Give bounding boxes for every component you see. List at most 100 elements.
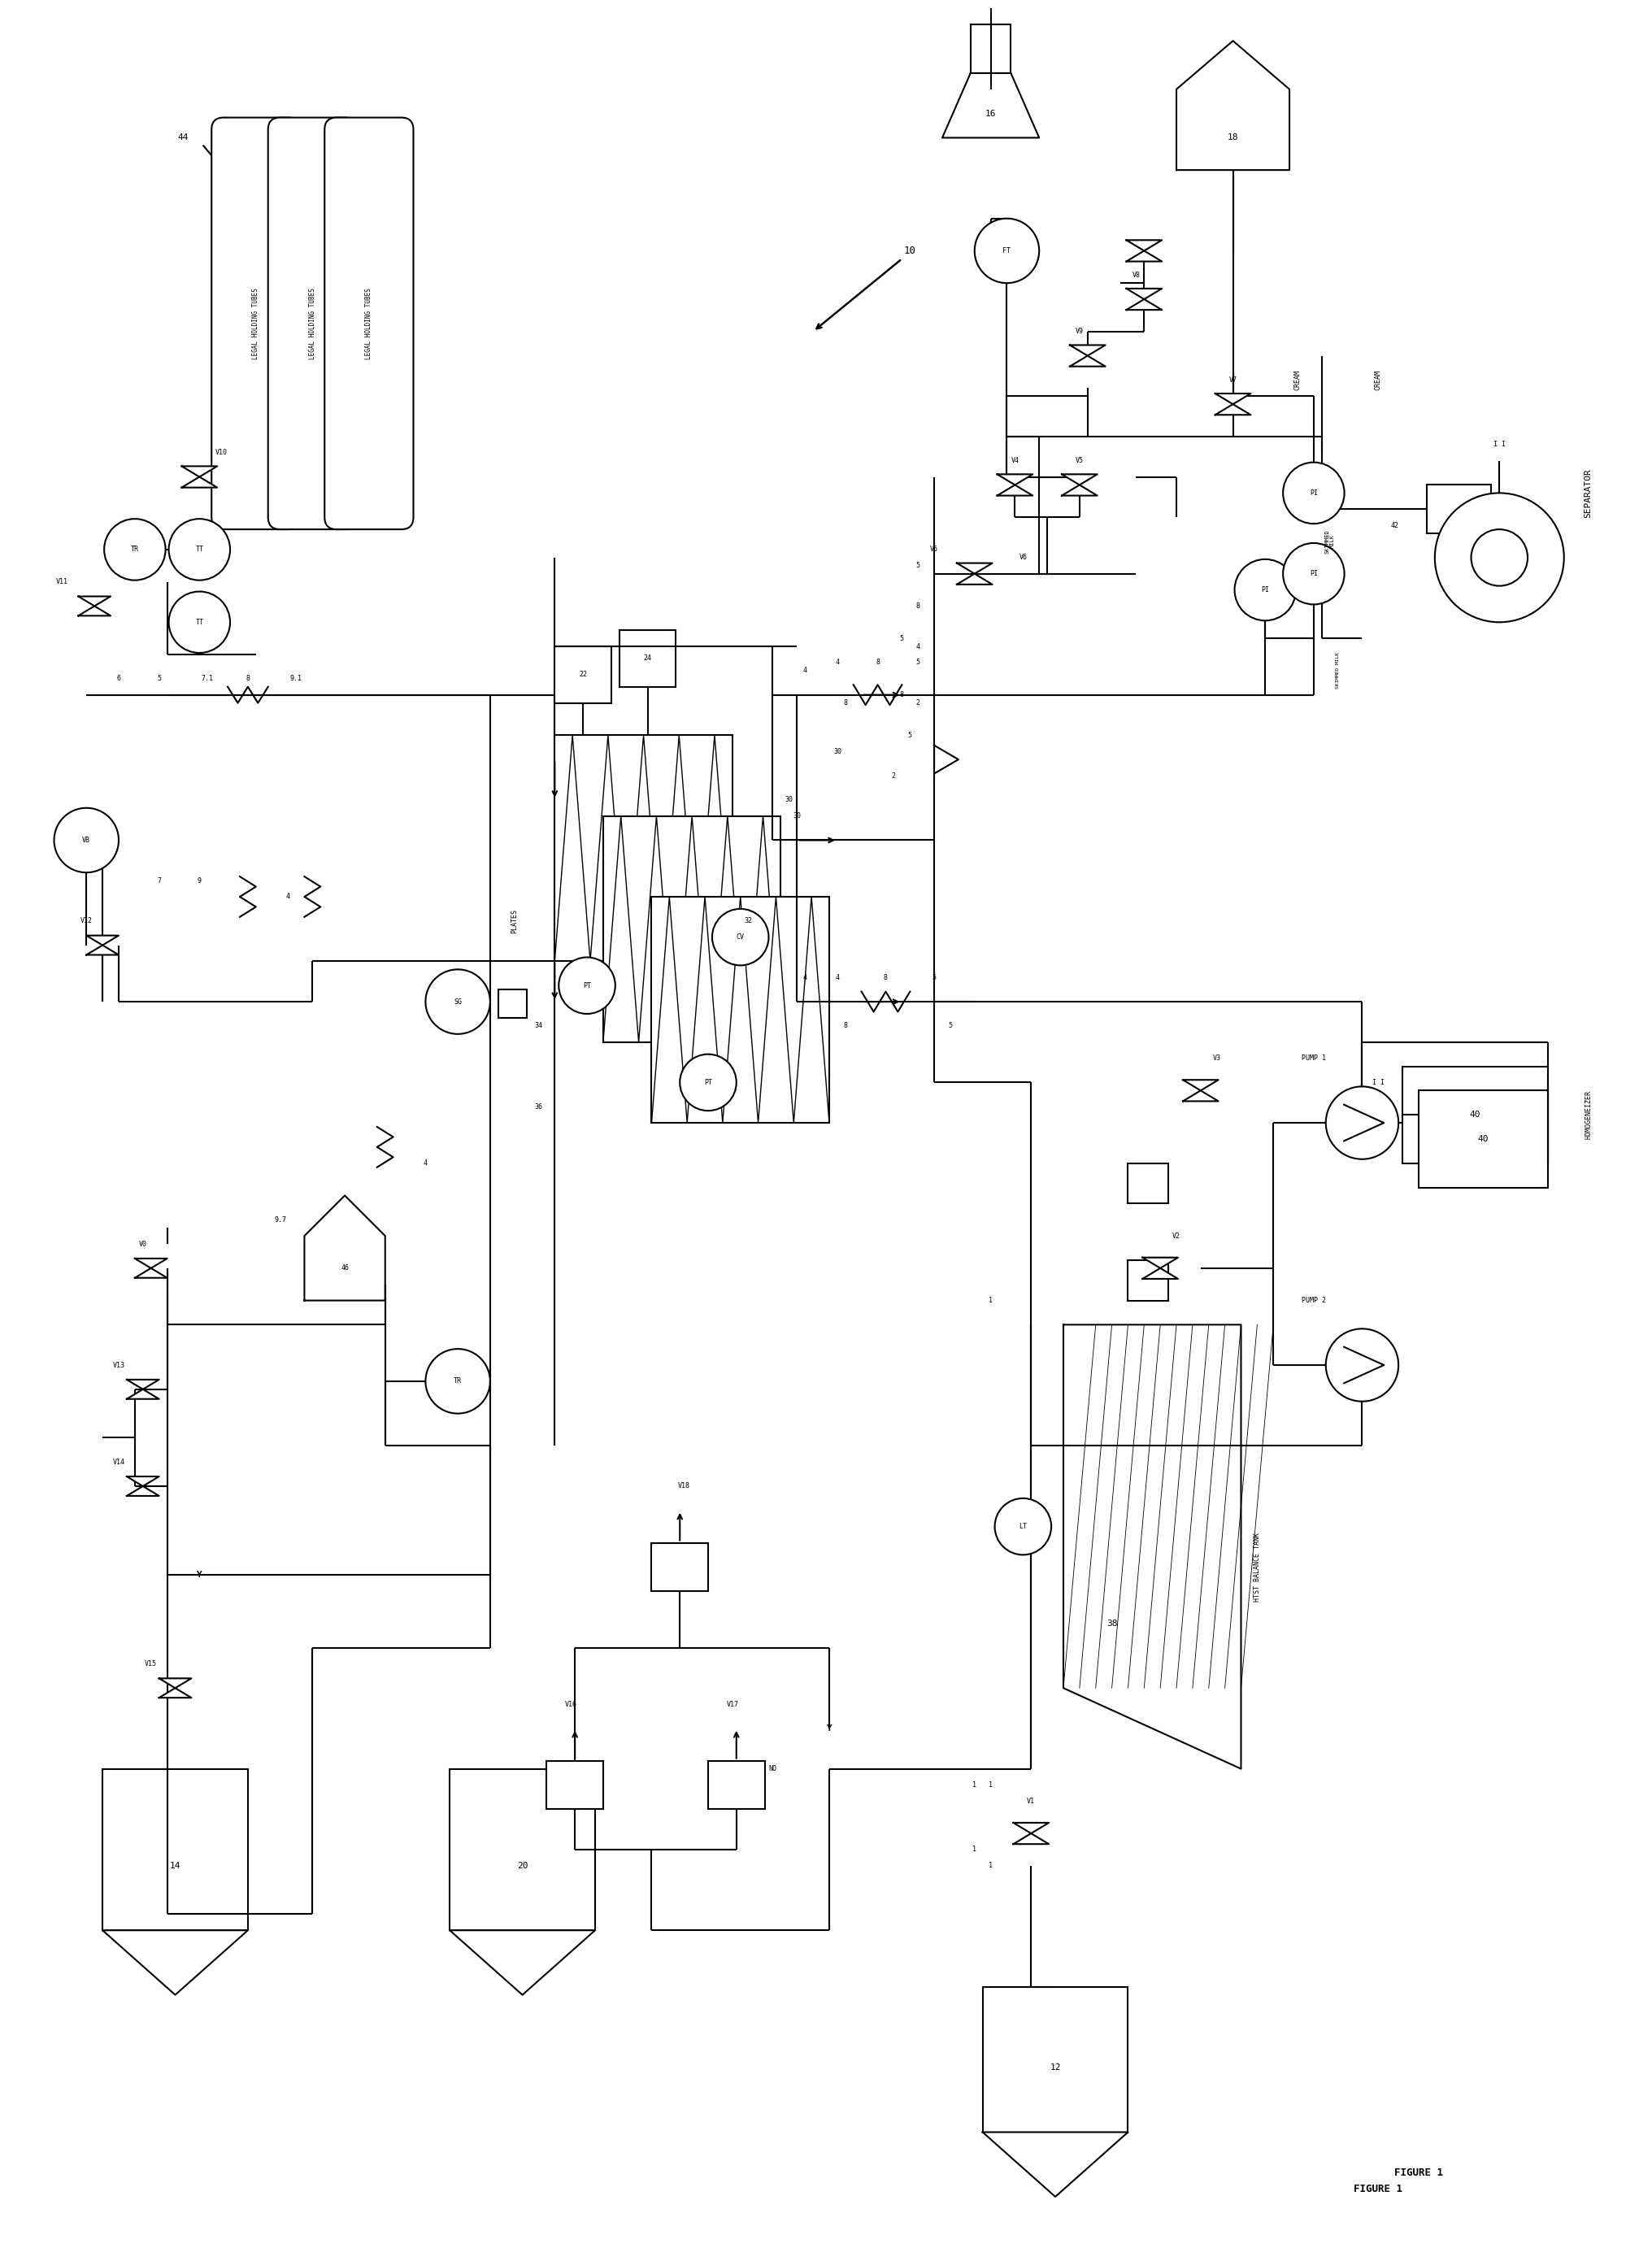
Text: Y: Y [826, 1725, 833, 1732]
Circle shape [1284, 461, 1345, 525]
Text: V9: V9 [1075, 328, 1084, 335]
Text: 5: 5 [915, 658, 920, 667]
Text: PUMP 1: PUMP 1 [1302, 1054, 1327, 1063]
Polygon shape [135, 1268, 167, 1277]
Polygon shape [1070, 346, 1105, 355]
Circle shape [1327, 1088, 1399, 1160]
Text: 20: 20 [517, 1861, 529, 1870]
Polygon shape [86, 936, 119, 945]
Text: 5: 5 [900, 635, 904, 642]
Polygon shape [1216, 405, 1251, 414]
Polygon shape [78, 597, 111, 606]
Text: 4: 4 [803, 667, 808, 674]
Text: LEGAL HOLDING TUBES: LEGAL HOLDING TUBES [309, 287, 316, 359]
Bar [1427, 484, 1492, 534]
Text: V18: V18 [677, 1483, 691, 1490]
Text: CREAM: CREAM [1374, 371, 1383, 391]
Text: V17: V17 [727, 1700, 738, 1707]
Text: 8: 8 [843, 1022, 847, 1029]
Polygon shape [1064, 1325, 1241, 1768]
Polygon shape [127, 1388, 159, 1400]
Text: SEPARATOR: SEPARATOR [1584, 468, 1593, 518]
Circle shape [975, 219, 1039, 283]
Polygon shape [78, 606, 111, 615]
Text: 36: 36 [535, 1103, 542, 1110]
Text: V7: V7 [1229, 375, 1237, 384]
Text: V0: V0 [139, 1241, 147, 1248]
Text: HOMOGENEIZER: HOMOGENEIZER [1584, 1090, 1593, 1140]
Polygon shape [127, 1379, 159, 1388]
Circle shape [1327, 1329, 1399, 1402]
Polygon shape [449, 1931, 595, 1994]
Text: PI: PI [1260, 586, 1269, 595]
Polygon shape [983, 2132, 1128, 2198]
Polygon shape [942, 72, 1039, 138]
Circle shape [1472, 529, 1528, 586]
Polygon shape [998, 484, 1032, 495]
Bar [547, 1761, 603, 1809]
Polygon shape [1127, 251, 1161, 262]
Text: 10: 10 [904, 246, 917, 255]
Text: 46: 46 [340, 1264, 349, 1273]
Text: SG: SG [454, 997, 463, 1006]
Text: PI: PI [1310, 570, 1318, 577]
Text: 40: 40 [1470, 1110, 1480, 1119]
Text: 1: 1 [988, 1298, 993, 1305]
Bar [651, 898, 829, 1124]
Text: 22: 22 [578, 672, 586, 678]
Text: 32: 32 [745, 918, 753, 925]
Text: LEGAL HOLDING TUBES: LEGAL HOLDING TUBES [365, 287, 373, 359]
Circle shape [1436, 493, 1564, 622]
Text: 4: 4 [286, 893, 291, 900]
Text: V12: V12 [81, 918, 93, 925]
Bar [620, 631, 676, 687]
Text: PT: PT [704, 1078, 712, 1085]
Text: FT: FT [1003, 246, 1011, 255]
Text: V15: V15 [145, 1660, 157, 1666]
Text: 18: 18 [1227, 133, 1239, 142]
Text: V8: V8 [1132, 271, 1140, 278]
Circle shape [681, 1054, 737, 1110]
FancyBboxPatch shape [268, 118, 357, 529]
Polygon shape [1062, 475, 1097, 484]
Polygon shape [1183, 1081, 1219, 1090]
Text: V14: V14 [112, 1458, 126, 1465]
Polygon shape [86, 945, 119, 954]
Text: 16: 16 [985, 109, 996, 118]
Polygon shape [1176, 41, 1290, 170]
Text: 5: 5 [157, 676, 162, 683]
Text: 2: 2 [915, 699, 920, 708]
Text: 8: 8 [915, 601, 920, 610]
Text: 9.7: 9.7 [274, 1216, 286, 1223]
Text: V16: V16 [565, 1700, 577, 1707]
Text: CV: CV [737, 934, 745, 941]
Text: FIGURE 1: FIGURE 1 [1355, 2184, 1403, 2193]
Text: 42: 42 [1391, 522, 1399, 529]
Text: V6: V6 [1019, 554, 1028, 561]
Text: 8: 8 [876, 658, 881, 667]
Polygon shape [1062, 484, 1097, 495]
Polygon shape [933, 746, 958, 773]
Polygon shape [1070, 355, 1105, 366]
Text: HTST BALANCE TANK: HTST BALANCE TANK [1254, 1533, 1260, 1601]
Polygon shape [1013, 1822, 1049, 1834]
Bar [1128, 1162, 1168, 1203]
Text: LEGAL HOLDING TUBES: LEGAL HOLDING TUBES [253, 287, 259, 359]
Text: TT: TT [195, 545, 203, 554]
Circle shape [55, 807, 119, 873]
Text: 14: 14 [170, 1861, 180, 1870]
Text: V3: V3 [1213, 1054, 1221, 1063]
Text: SKIMMED MILK: SKIMMED MILK [1336, 653, 1340, 690]
Text: 4: 4 [915, 642, 920, 651]
Text: PI: PI [1310, 488, 1318, 497]
Text: TR: TR [131, 545, 139, 554]
Text: Y: Y [197, 1571, 202, 1578]
Text: 30: 30 [793, 812, 801, 821]
Polygon shape [1216, 393, 1251, 405]
Text: 12: 12 [1049, 2064, 1061, 2071]
Circle shape [712, 909, 768, 965]
Bar [709, 1761, 765, 1809]
Text: TR: TR [454, 1377, 463, 1386]
Text: 1: 1 [988, 1863, 993, 1870]
Circle shape [169, 592, 230, 653]
